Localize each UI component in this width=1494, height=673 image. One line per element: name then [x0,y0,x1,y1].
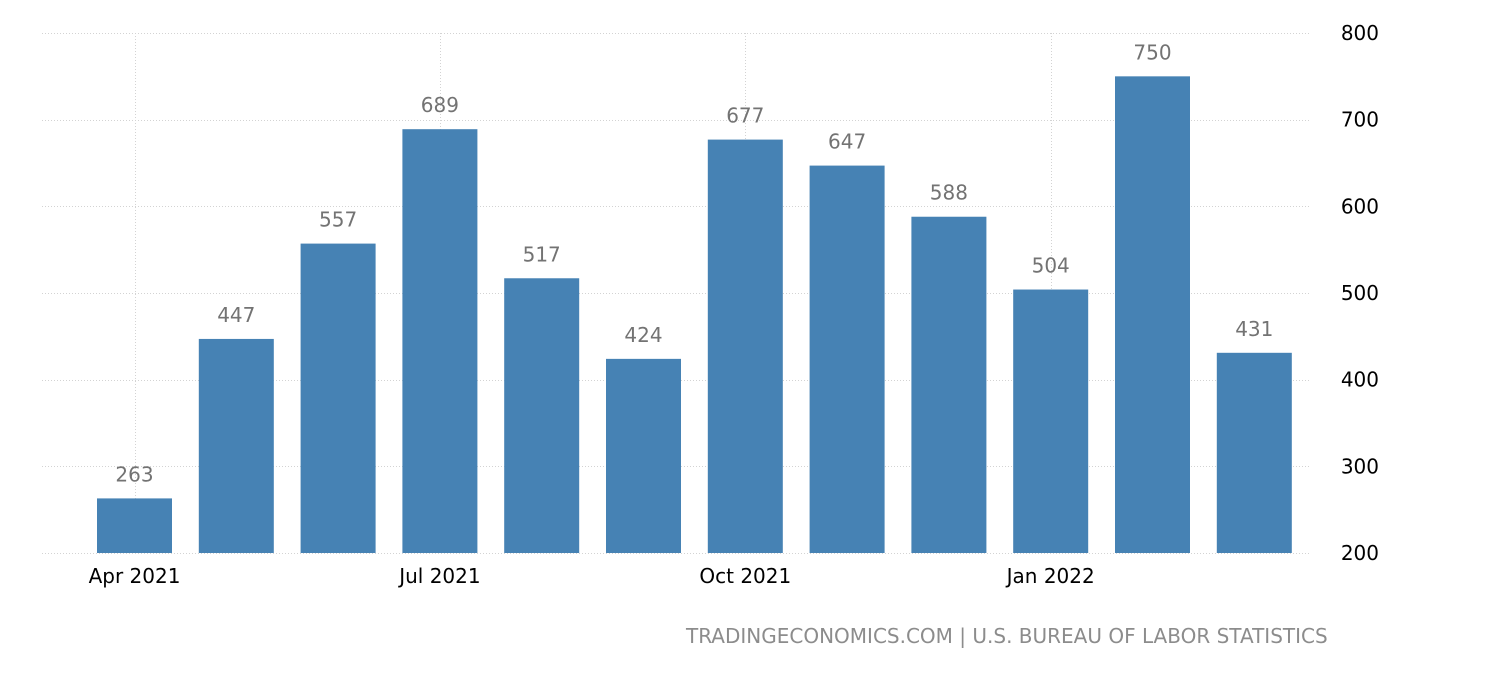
data-label: 263 [115,462,153,486]
data-label: 588 [930,181,968,205]
x-tick-label: Oct 2021 [699,564,791,588]
data-label: 750 [1133,40,1171,64]
bars [97,76,1292,553]
y-tick-label: 500 [1341,281,1379,305]
x-tick-label: Jan 2022 [1005,564,1095,588]
y-axis: 200 300 400 500 600 700 800 [1341,21,1379,565]
y-tick-label: 600 [1341,194,1379,218]
data-label: 677 [726,104,764,128]
x-tick-label: Jul 2021 [397,564,480,588]
data-label: 424 [624,323,662,347]
bar [300,243,376,553]
y-tick-label: 700 [1341,108,1379,132]
data-label: 447 [217,303,255,327]
data-label: 689 [421,93,459,117]
data-label: 647 [828,130,866,154]
x-tick-label: Apr 2021 [89,564,181,588]
value-labels: 263 447 557 689 517 424 677 647 588 504 750 431 [115,40,1273,486]
source-credit: TRADINGECONOMICS.COM | U.S. BUREAU OF LA… [686,624,1328,648]
bar [1115,76,1190,553]
bar [911,216,987,553]
bar [97,498,172,553]
data-label: 431 [1235,317,1273,341]
x-axis: Apr 2021 Jul 2021 Oct 2021 Jan 2022 [89,564,1095,588]
bar [707,139,783,553]
bar [1013,289,1089,553]
bar [606,358,681,553]
data-label: 504 [1032,254,1070,278]
data-label: 557 [319,208,357,232]
y-tick-label: 300 [1341,454,1379,478]
bar [504,278,580,553]
data-label: 517 [523,242,561,266]
bar [809,165,885,553]
y-tick-label: 400 [1341,368,1379,392]
bar [1216,352,1292,553]
y-tick-label: 200 [1341,541,1379,565]
y-tick-label: 800 [1341,21,1379,45]
bar [198,338,274,553]
bar [402,129,478,553]
